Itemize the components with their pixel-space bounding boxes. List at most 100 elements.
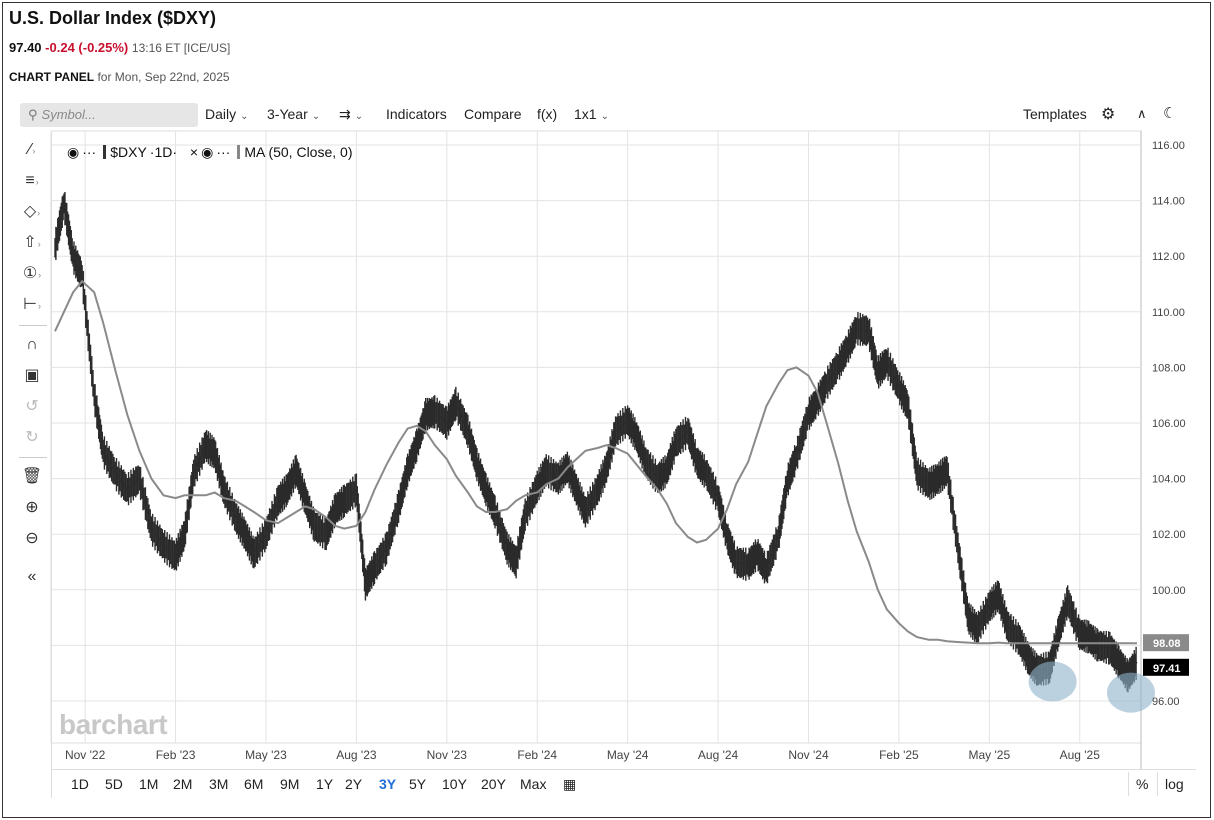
ma-price-tag	[1143, 634, 1189, 652]
calendar-icon[interactable]: ▦	[563, 776, 577, 792]
ma-price-label: 98.08	[1153, 638, 1181, 650]
range-20y-button[interactable]: 20Y	[481, 776, 506, 792]
line-tool-icon[interactable]: ∕›	[28, 141, 36, 158]
redo-icon[interactable]: ↻	[25, 429, 39, 446]
range-6m-button[interactable]: 6M	[244, 776, 264, 792]
percent-toggle[interactable]: %	[1136, 776, 1149, 792]
eye-icon[interactable]: ◉	[201, 144, 214, 160]
chart-type-dropdown[interactable]: ⇉ ⌄	[339, 106, 363, 123]
tools-divider	[19, 457, 47, 458]
measure-tool-icon[interactable]: ⊢›	[23, 296, 41, 313]
function-button[interactable]: f(x)	[537, 106, 558, 122]
quote-time: 13:16 ET [ICE/US]	[131, 41, 231, 55]
range-2m-button[interactable]: 2M	[173, 776, 193, 792]
chevron-down-icon: ⌄	[240, 111, 249, 122]
y-tick-label: 98.00	[1152, 640, 1180, 652]
range-5d-button[interactable]: 5D	[105, 776, 123, 792]
gear-icon[interactable]: ⚙	[1101, 106, 1116, 123]
shape-tool-icon[interactable]: ◇›	[23, 203, 41, 220]
chart-panel-line: CHART PANEL for Mon, Sep 22nd, 2025	[9, 70, 230, 84]
chart-highlights	[1028, 661, 1155, 713]
range-1d-button[interactable]: 1D	[71, 776, 89, 792]
x-tick-label: Aug '25	[1060, 748, 1101, 762]
x-tick-label: Nov '22	[65, 748, 106, 762]
range-10y-button[interactable]: 10Y	[442, 776, 467, 792]
quote-line: 97.40 -0.24 (-0.25%) 13:16 ET [ICE/US]	[9, 40, 230, 55]
unlock-icon[interactable]: ▣	[24, 367, 40, 384]
collapse-panel-icon[interactable]: «	[27, 568, 37, 585]
footer-divider	[1128, 772, 1129, 796]
more-icon[interactable]: ···	[216, 144, 231, 160]
range-5y-button[interactable]: 5Y	[409, 776, 427, 792]
y-tick-label: 96.00	[1152, 696, 1180, 708]
arrow-tool-icon[interactable]: ⇧›	[23, 234, 41, 251]
legend-symbol: $DXY	[110, 144, 147, 160]
ma-line	[54, 279, 1137, 645]
tools-divider	[19, 325, 47, 326]
y-tick-label: 100.00	[1152, 585, 1186, 597]
x-tick-label: Feb '25	[879, 748, 919, 762]
plot-frame	[50, 130, 1142, 744]
interval-dropdown[interactable]: Daily ⌄	[205, 106, 249, 122]
compare-button[interactable]: Compare	[464, 106, 522, 122]
undo-icon[interactable]: ↺	[25, 398, 39, 415]
search-placeholder: Symbol...	[41, 107, 96, 122]
page-title: U.S. Dollar Index ($DXY)	[9, 8, 217, 28]
x-tick-label: Feb '23	[156, 748, 196, 762]
x-tick-label: May '23	[245, 748, 287, 762]
annotation-tool-icon[interactable]: ①›	[22, 265, 42, 282]
chart-panel-label: CHART PANEL	[9, 70, 95, 84]
x-tick-label: Aug '24	[698, 748, 739, 762]
fib-tool-icon[interactable]: ≡›	[25, 172, 39, 189]
ma-series-swatch	[237, 145, 241, 159]
chevron-down-icon: ⌄	[311, 111, 321, 122]
tools-separator	[51, 133, 52, 798]
barchart-watermark: barchart	[59, 709, 168, 740]
eye-icon[interactable]: ◉	[67, 144, 80, 160]
price-series-swatch	[103, 145, 107, 159]
chevron-down-icon: ⌄	[354, 111, 364, 122]
trash-icon[interactable]: 🗑	[21, 468, 43, 485]
footer-divider	[1157, 772, 1158, 796]
range-3y-button[interactable]: 3Y	[379, 776, 397, 792]
collapse-icon[interactable]: ∧	[1137, 106, 1147, 121]
x-tick-label: May '25	[968, 748, 1010, 762]
y-tick-label: 106.00	[1152, 418, 1186, 430]
range-2y-button[interactable]: 2Y	[345, 776, 363, 792]
y-tick-label: 104.00	[1152, 474, 1186, 486]
chart-toolbar: ⚲ Symbol... Daily ⌄ 3-Year ⌄ ⇉ ⌄ Indicators …	[17, 101, 1197, 129]
x-tick-label: Nov '24	[788, 748, 829, 762]
last-price-tag	[1143, 658, 1189, 676]
last-price: 97.40	[9, 40, 42, 55]
y-tick-label: 108.00	[1152, 362, 1186, 374]
y-tick-label: 116.00	[1152, 140, 1185, 152]
range-1y-button[interactable]: 1Y	[316, 776, 334, 792]
range-max-button[interactable]: Max	[520, 776, 547, 792]
range-9m-button[interactable]: 9M	[280, 776, 300, 792]
legend-interval: ·1D·	[149, 144, 178, 160]
range-1m-button[interactable]: 1M	[139, 776, 159, 792]
period-dropdown[interactable]: 3-Year ⌄	[267, 106, 320, 122]
layout-dropdown[interactable]: 1x1 ⌄	[574, 106, 609, 122]
zoom-out-icon[interactable]: ⊖	[25, 530, 39, 547]
period-label: 3-Year	[267, 106, 308, 122]
x-tick-label: Aug '23	[336, 748, 377, 762]
more-icon[interactable]: ···	[82, 144, 97, 160]
indicators-button[interactable]: Indicators	[386, 106, 447, 122]
legend-study: MA (50, Close, 0)	[244, 144, 353, 160]
y-tick-label: 110.00	[1152, 307, 1185, 319]
range-3m-button[interactable]: 3M	[209, 776, 229, 792]
chart-panel-date: for Mon, Sep 22nd, 2025	[97, 70, 230, 84]
zoom-in-icon[interactable]: ⊕	[25, 499, 39, 516]
log-toggle[interactable]: log	[1165, 776, 1184, 792]
symbol-search-input[interactable]: ⚲ Symbol...	[20, 103, 198, 127]
range-bar: % log 1D 5D 1M 2M 3M 6M 9M 1Y 2Y 3Y 5Y 10Y 20Y Max ▦	[51, 769, 1196, 797]
candlestick-icon: ⇉	[339, 106, 351, 122]
price-change: -0.24 (-0.25%)	[45, 40, 129, 55]
templates-button[interactable]: Templates	[1023, 106, 1087, 122]
magnet-icon[interactable]: ∩	[26, 336, 38, 353]
highlight-circle	[1028, 661, 1077, 702]
chevron-down-icon: ⌄	[600, 111, 609, 122]
dark-mode-icon[interactable]: ☾	[1163, 105, 1177, 122]
close-icon[interactable]: ×	[189, 144, 199, 160]
